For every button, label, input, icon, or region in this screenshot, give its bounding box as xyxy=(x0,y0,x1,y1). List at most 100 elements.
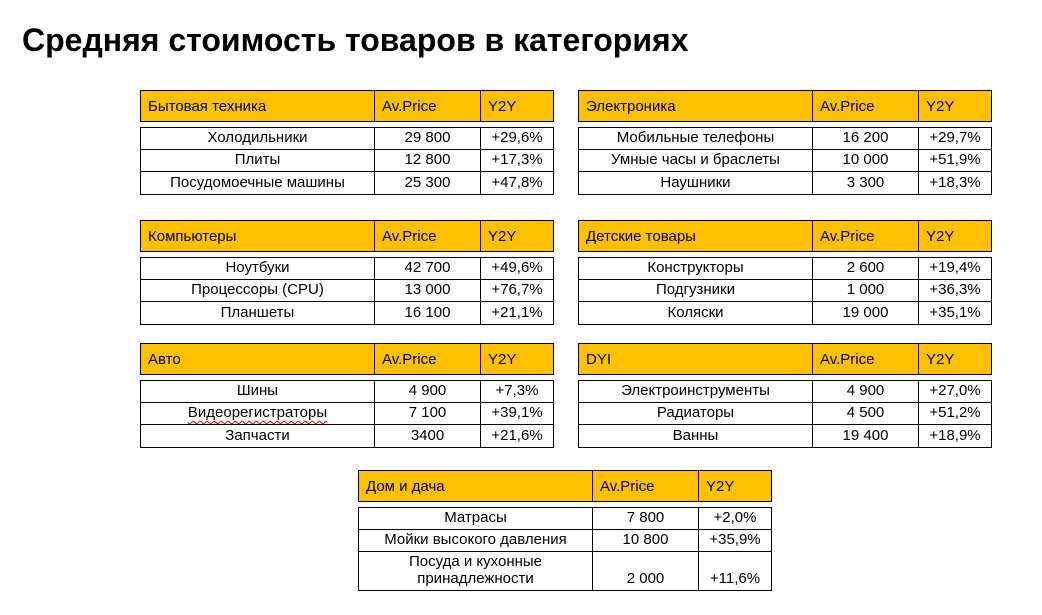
table-row: Холодильники 29 800 +29,6% xyxy=(141,128,553,150)
table-header-row: Детские товары Av.Price Y2Y xyxy=(578,220,992,252)
y2y-column-header: Y2Y xyxy=(488,97,517,115)
product-name-cell: Холодильники xyxy=(141,128,375,149)
price-cell: 25 300 xyxy=(375,172,481,194)
table-header-row: DYI Av.Price Y2Y xyxy=(578,343,992,375)
y2y-column-header: Y2Y xyxy=(706,477,735,495)
y2y-column-header: Y2Y xyxy=(488,350,517,368)
y2y-cell: +27,0% xyxy=(929,382,981,399)
table-body: Мобильные телефоны 16 200 +29,7% Умные ч… xyxy=(578,127,992,195)
y2y-cell: +17,3% xyxy=(491,151,543,168)
y2y-cell: +47,8% xyxy=(491,174,543,191)
y2y-cell: +29,6% xyxy=(491,129,543,146)
product-name-cell: Планшеты xyxy=(141,302,375,324)
product-name-cell: Радиаторы xyxy=(579,403,813,424)
category-header: Электроника xyxy=(579,91,813,121)
price-cell: 1 000 xyxy=(813,280,919,301)
table-row: Наушники 3 300 +18,3% xyxy=(579,172,991,194)
table-row: Планшеты 16 100 +21,1% xyxy=(141,302,553,324)
y2y-column-header: Y2Y xyxy=(926,227,955,245)
y2y-cell: +11,6% xyxy=(709,570,761,587)
y2y-cell: +7,3% xyxy=(495,382,539,399)
price-cell: 19 000 xyxy=(813,302,919,324)
product-name-cell: Запчасти xyxy=(141,425,375,447)
product-name-cell: Шины xyxy=(141,381,375,402)
y2y-cell: +21,6% xyxy=(491,427,543,444)
product-name-cell: Матрасы xyxy=(359,508,593,529)
product-name-cell: Процессоры (CPU) xyxy=(141,280,375,301)
product-name-cell: Мойки высокого давления xyxy=(359,530,593,551)
price-column-header: Av.Price xyxy=(593,471,699,501)
price-cell: 2 000 xyxy=(593,552,699,590)
price-cell: 29 800 xyxy=(375,128,481,149)
product-name-cell: Мобильные телефоны xyxy=(579,128,813,149)
y2y-column-header: Y2Y xyxy=(926,97,955,115)
product-name-cell: Видеорегистраторы xyxy=(141,403,375,424)
table-body: Матрасы 7 800 +2,0% Мойки высокого давле… xyxy=(358,507,772,591)
price-cell: 7 800 xyxy=(593,508,699,529)
product-name-cell: Электроинструменты xyxy=(579,381,813,402)
page-title: Средняя стоимость товаров в категориях xyxy=(22,22,689,58)
table-appliances: Бытовая техника Av.Price Y2Y Холодильник… xyxy=(140,90,554,195)
table-body: Конструкторы 2 600 +19,4% Подгузники 1 0… xyxy=(578,257,992,325)
table-electronics: Электроника Av.Price Y2Y Мобильные телеф… xyxy=(578,90,992,195)
y2y-cell: +29,7% xyxy=(929,129,981,146)
y2y-cell: +21,1% xyxy=(491,304,543,321)
price-cell: 16 100 xyxy=(375,302,481,324)
table-row: Мойки высокого давления 10 800 +35,9% xyxy=(359,530,771,552)
price-cell: 4 500 xyxy=(813,403,919,424)
y2y-cell: +19,4% xyxy=(929,259,981,276)
product-name-cell: Коляски xyxy=(579,302,813,324)
y2y-cell: +51,9% xyxy=(929,151,981,168)
table-auto: Авто Av.Price Y2Y Шины 4 900 +7,3% Видео… xyxy=(140,343,554,448)
table-row: Радиаторы 4 500 +51,2% xyxy=(579,403,991,425)
price-cell: 2 600 xyxy=(813,258,919,279)
table-row: Ванны 19 400 +18,9% xyxy=(579,425,991,447)
product-name-cell: Наушники xyxy=(579,172,813,194)
table-row: Запчасти 3400 +21,6% xyxy=(141,425,553,447)
table-kids-goods: Детские товары Av.Price Y2Y Конструкторы… xyxy=(578,220,992,325)
table-body: Электроинструменты 4 900 +27,0% Радиатор… xyxy=(578,380,992,448)
price-column-header: Av.Price xyxy=(375,221,481,251)
price-column-header: Av.Price xyxy=(813,221,919,251)
table-diy: DYI Av.Price Y2Y Электроинструменты 4 90… xyxy=(578,343,992,448)
table-row: Плиты 12 800 +17,3% xyxy=(141,150,553,172)
table-row: Ноутбуки 42 700 +49,6% xyxy=(141,258,553,280)
price-cell: 7 100 xyxy=(375,403,481,424)
price-cell: 16 200 xyxy=(813,128,919,149)
y2y-cell: +39,1% xyxy=(491,404,543,421)
price-cell: 42 700 xyxy=(375,258,481,279)
table-row: Посуда и кухонные принадлежности 2 000 +… xyxy=(359,552,771,590)
y2y-cell: +76,7% xyxy=(491,281,543,298)
table-header-row: Дом и дача Av.Price Y2Y xyxy=(358,470,772,502)
table-row: Коляски 19 000 +35,1% xyxy=(579,302,991,324)
table-body: Шины 4 900 +7,3% Видеорегистраторы 7 100… xyxy=(140,380,554,448)
price-column-header: Av.Price xyxy=(813,344,919,374)
price-cell: 13 000 xyxy=(375,280,481,301)
category-header: Бытовая техника xyxy=(141,91,375,121)
table-body: Ноутбуки 42 700 +49,6% Процессоры (CPU) … xyxy=(140,257,554,325)
product-name-cell: Посудомоечные машины xyxy=(141,172,375,194)
price-cell: 10 000 xyxy=(813,150,919,171)
y2y-column-header: Y2Y xyxy=(926,350,955,368)
table-row: Подгузники 1 000 +36,3% xyxy=(579,280,991,302)
y2y-cell: +35,1% xyxy=(929,304,981,321)
price-cell: 10 800 xyxy=(593,530,699,551)
price-column-header: Av.Price xyxy=(813,91,919,121)
price-cell: 4 900 xyxy=(813,381,919,402)
table-header-row: Бытовая техника Av.Price Y2Y xyxy=(140,90,554,122)
y2y-column-header: Y2Y xyxy=(488,227,517,245)
table-row: Видеорегистраторы 7 100 +39,1% xyxy=(141,403,553,425)
table-row: Конструкторы 2 600 +19,4% xyxy=(579,258,991,280)
table-row: Шины 4 900 +7,3% xyxy=(141,381,553,403)
table-body: Холодильники 29 800 +29,6% Плиты 12 800 … xyxy=(140,127,554,195)
y2y-cell: +49,6% xyxy=(491,259,543,276)
product-name-cell: Конструкторы xyxy=(579,258,813,279)
y2y-cell: +2,0% xyxy=(713,509,757,526)
product-name-cell: Умные часы и браслеты xyxy=(579,150,813,171)
category-header: Детские товары xyxy=(579,221,813,251)
price-cell: 19 400 xyxy=(813,425,919,447)
category-header: DYI xyxy=(579,344,813,374)
table-header-row: Электроника Av.Price Y2Y xyxy=(578,90,992,122)
price-cell: 3400 xyxy=(375,425,481,447)
